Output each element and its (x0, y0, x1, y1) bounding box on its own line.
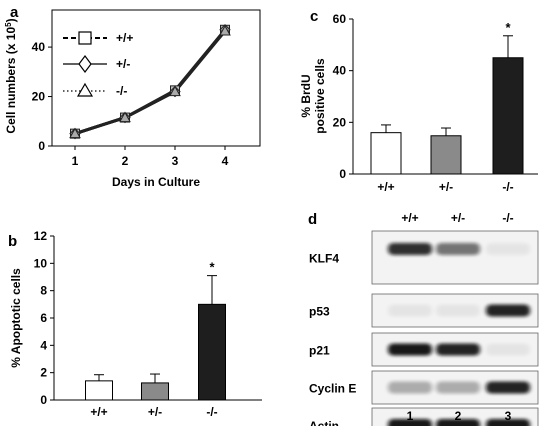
panel-a-point-triangle (69, 127, 81, 139)
panel-b-y-tick-label: 10 (34, 256, 48, 270)
panel-d-band (486, 304, 530, 317)
panel-a-x-tick-label: 3 (172, 154, 179, 168)
panel-a-legend: +/+ +/- -/- (63, 31, 133, 98)
panel-b-bar (141, 382, 169, 401)
panel-a-legend-marker-triangle (76, 82, 94, 97)
panel-d-band (486, 343, 530, 356)
panel-a-legend-marker-square (78, 31, 92, 45)
panel-d-band (436, 243, 480, 255)
panel-c-category-label: +/- (439, 180, 453, 194)
panel-b-bar-chart: b 0 2 4 6 8 10 12 +/+ +/- -/- * % Apoptotic cells (8, 229, 262, 419)
panel-d-band (388, 304, 432, 317)
panel-b-bar (198, 303, 226, 401)
panel-a-series-line-2 (74, 30, 227, 136)
panel-b-y-tick-label: 0 (40, 393, 47, 407)
panel-c-bar (430, 135, 462, 175)
panel-a-legend-label: -/- (116, 84, 127, 98)
panel-d-band (388, 419, 432, 426)
panel-a-legend-marker-diamond (78, 55, 92, 73)
panel-a-legend-label: +/- (116, 57, 130, 71)
panel-a-x-axis-label: Days in Culture (112, 175, 200, 189)
panel-b-category-label: +/- (148, 405, 162, 419)
panel-a-y-axis-label: Cell numbers (x 105) (4, 18, 19, 133)
panel-b-y-axis-label: % Apoptotic cells (9, 268, 23, 368)
panel-c-y-tick-label: 60 (333, 12, 347, 26)
panel-a-x-tick-label: 1 (72, 154, 79, 168)
panel-d-western-blot: d +/+ +/- -/- KLF4 p53 p21 Cyclin E Actin 1 2 3 (308, 211, 539, 426)
panel-b-y-tick-label: 12 (34, 229, 48, 243)
panel-a-x-tick-label: 4 (222, 154, 229, 168)
panel-a-y-tick-label: 20 (32, 90, 46, 104)
panel-d-membrane-strip (371, 230, 539, 285)
panel-a-point-triangle (119, 111, 131, 123)
panel-a-plot-frame (51, 9, 261, 147)
panel-d-band (388, 243, 432, 255)
panel-c-letter: c (310, 8, 318, 25)
panel-c-y-tick-label: 20 (333, 115, 347, 129)
panel-d-band (436, 419, 480, 426)
panel-c-category-label: +/+ (377, 180, 394, 194)
panel-d-band (388, 381, 432, 394)
panel-d-genotype-label: +/+ (401, 211, 418, 225)
panel-a-legend-label: +/+ (116, 31, 133, 45)
panel-a-series-line-0 (74, 28, 227, 136)
panel-d-band (486, 243, 530, 255)
panel-d-row-label: p53 (309, 305, 330, 319)
panel-d-letter: d (308, 211, 317, 228)
panel-d-lane-number: 3 (505, 409, 512, 423)
panel-d-row-label: KLF4 (309, 252, 339, 266)
panel-c-y-tick-label: 40 (333, 64, 347, 78)
panel-b-significance-star: * (209, 260, 215, 275)
panel-a-series-line-1 (74, 28, 227, 136)
panel-a-letter: a (10, 4, 19, 21)
panel-c-bar (492, 57, 524, 175)
panel-d-row-label: Actin (309, 419, 339, 426)
panel-b-category-label: -/- (206, 405, 217, 419)
panel-d-lane-number: 1 (407, 409, 414, 423)
panel-d-genotype-label: -/- (502, 211, 513, 225)
panel-b-y-tick-label: 6 (40, 311, 47, 325)
panel-c-category-label: -/- (502, 180, 513, 194)
panel-b-y-tick-label: 8 (40, 284, 47, 298)
panel-a-y-tick-label: 40 (32, 40, 46, 54)
panel-b-letter: b (8, 233, 17, 250)
panel-a-line-chart: a 0 20 40 1 2 3 4 Cell numbers (x 105) Days i… (4, 4, 261, 189)
panel-d-band (388, 343, 432, 356)
panel-c-y-tick-label: 0 (339, 167, 346, 181)
panel-d-band (436, 343, 480, 356)
panel-b-bar (85, 380, 113, 401)
panel-a-x-tick-label: 2 (122, 154, 129, 168)
panel-a-point-triangle (169, 85, 181, 97)
panel-d-row-label: p21 (309, 344, 330, 358)
panel-c-y-axis-label: % BrdUpositive cells (299, 58, 327, 134)
panel-d-band (486, 419, 530, 426)
panel-b-y-tick-label: 2 (40, 366, 47, 380)
panel-c-bar-chart: c 0 20 40 60 +/+ +/- -/- * % BrdUpositive cell… (299, 8, 538, 194)
panel-d-band (436, 304, 480, 317)
panel-a-point-triangle (219, 24, 231, 36)
panel-a-y-tick-label: 0 (38, 139, 45, 153)
panel-b-category-label: +/+ (90, 405, 107, 419)
panel-c-significance-star: * (505, 20, 511, 35)
panel-d-band (436, 381, 480, 394)
panel-b-y-tick-label: 4 (40, 338, 47, 352)
panel-d-genotype-label: +/- (451, 211, 465, 225)
panel-d-row-label: Cyclin E (309, 382, 356, 396)
panel-d-band (486, 381, 530, 394)
panel-c-bar (370, 132, 402, 175)
panel-d-lane-number: 2 (455, 409, 462, 423)
